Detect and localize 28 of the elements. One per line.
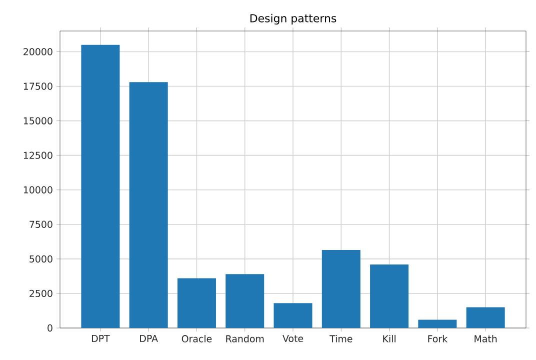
bar (81, 44, 120, 328)
x-tick-label: Random (226, 335, 264, 342)
x-tick-label: Math (474, 335, 497, 342)
y-tick-label: 7500 (30, 220, 52, 228)
bar (466, 307, 505, 328)
bar (418, 320, 457, 328)
x-tick-label: Vote (282, 335, 304, 342)
y-tick-label: 2500 (30, 290, 52, 298)
y-tick-label: 5000 (30, 255, 52, 263)
x-tick-label: Time (330, 335, 352, 342)
chart-title: Design patterns (250, 14, 336, 24)
bar (274, 303, 312, 328)
bar (177, 278, 216, 328)
y-tick-label: 15000 (24, 117, 52, 124)
x-tick-label: DPA (140, 335, 158, 342)
x-tick-label: Fork (428, 335, 448, 342)
y-tick-label: 20000 (24, 48, 52, 56)
bar (322, 250, 360, 328)
y-tick-label: 12500 (24, 152, 52, 159)
x-tick-label: Kill (383, 335, 396, 342)
y-tick-label: 17500 (24, 82, 52, 90)
x-tick-label: Oracle (182, 335, 212, 342)
y-tick-label: 0 (48, 324, 52, 332)
bar (370, 264, 409, 328)
bar (226, 274, 264, 328)
x-tick-label: DPT (92, 335, 110, 342)
bar (129, 82, 168, 328)
y-tick-label: 10000 (24, 186, 52, 194)
